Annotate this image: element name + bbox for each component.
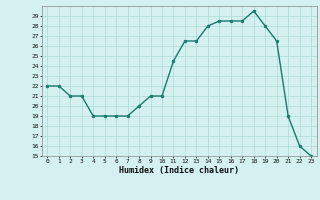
X-axis label: Humidex (Indice chaleur): Humidex (Indice chaleur) [119, 166, 239, 175]
